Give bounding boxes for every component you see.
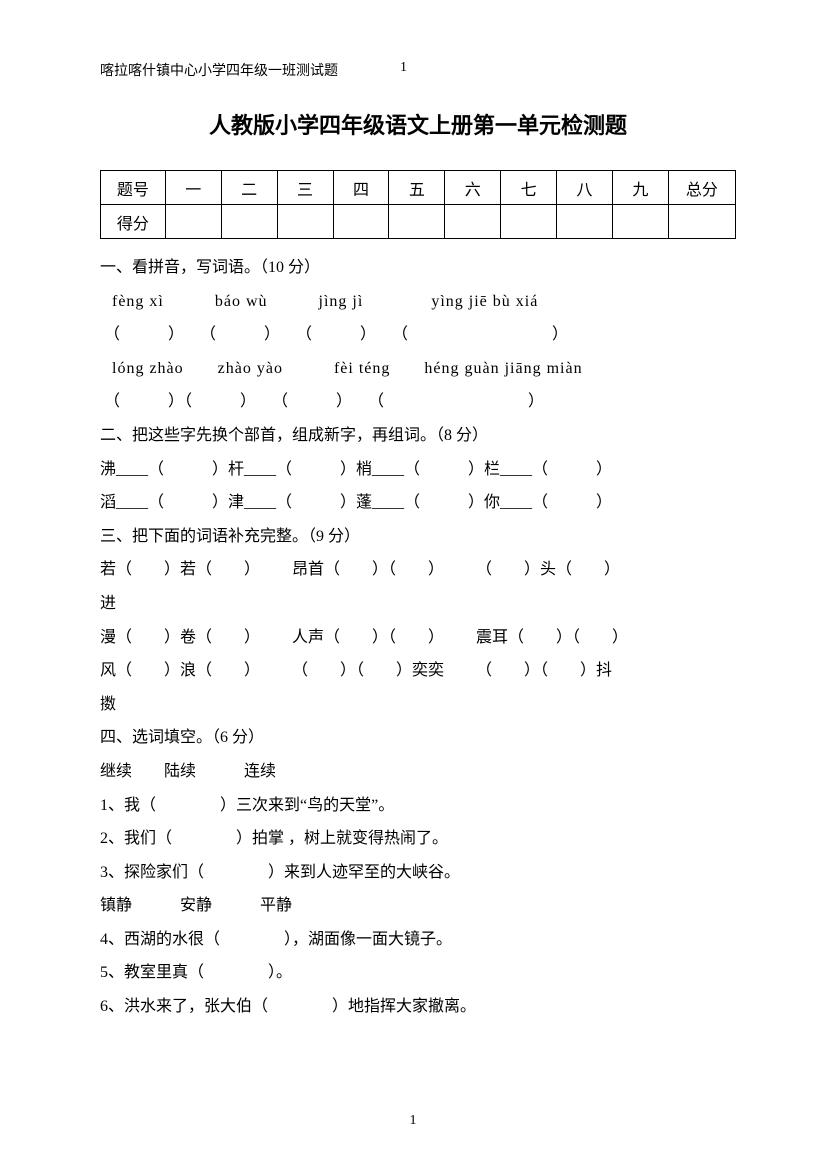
question-line: 3、探险家们（ ）来到人迹罕至的大峡谷。: [100, 856, 736, 890]
cell: 八: [557, 171, 613, 205]
cell-blank: [445, 205, 501, 239]
cell: 九: [612, 171, 668, 205]
header-page-number: 1: [400, 60, 407, 80]
word-bank: 镇静 安静 平静: [100, 889, 736, 923]
cell: 二: [221, 171, 277, 205]
question-line: 沸____（ ）杆____（ ）梢____（ ）栏____（ ）: [100, 453, 736, 487]
question-line: 6、洪水来了，张大伯（ ）地指挥大家撤离。: [100, 990, 736, 1024]
cell: 四: [333, 171, 389, 205]
section-heading: 一、看拼音，写词语。（10 分）: [100, 251, 736, 285]
cell-blank: [612, 205, 668, 239]
pinyin-line: fèng xì báo wù jìng jì yìng jiē bù xiá: [100, 285, 736, 319]
cell: 三: [277, 171, 333, 205]
question-line: 漫（ ）卷（ ） 人声（ ）（ ） 震耳（ ）（ ）: [100, 621, 736, 655]
question-line: 5、教室里真（ ）。: [100, 956, 736, 990]
cell-blank: [557, 205, 613, 239]
cell-blank: [389, 205, 445, 239]
cell-blank: [165, 205, 221, 239]
cell-blank: [668, 205, 735, 239]
cell-label: 题号: [101, 171, 166, 205]
cell: 六: [445, 171, 501, 205]
blank-line: （ ）（ ） （ ） （ ）: [100, 385, 736, 419]
question-line: 进: [100, 587, 736, 621]
cell: 一: [165, 171, 221, 205]
table-row: 得分: [101, 205, 736, 239]
cell-blank: [333, 205, 389, 239]
cell-blank: [221, 205, 277, 239]
pinyin-line: lóng zhào zhào yào fèi téng héng guàn ji…: [100, 352, 736, 386]
cell-label: 得分: [101, 205, 166, 239]
blank-line: （ ） （ ） （ ） （ ）: [100, 318, 736, 352]
cell-blank: [501, 205, 557, 239]
question-line: 2、我们（ ）拍掌 ，树上就变得热闹了。: [100, 822, 736, 856]
question-line: 擞: [100, 688, 736, 722]
word-bank: 继续 陆续 连续: [100, 755, 736, 789]
cell-blank: [277, 205, 333, 239]
footer-page-number: 1: [0, 1113, 826, 1129]
header-school: 喀拉喀什镇中心小学四年级一班测试题: [100, 60, 360, 80]
content-body: 一、看拼音，写词语。（10 分） fèng xì báo wù jìng jì …: [100, 251, 736, 1024]
page-header: 喀拉喀什镇中心小学四年级一班测试题 1: [100, 60, 736, 80]
question-line: 风（ ）浪（ ） （ ）（ ）奕奕 （ ）（ ）抖: [100, 654, 736, 688]
section-heading: 四、选词填空。（6 分）: [100, 721, 736, 755]
question-line: 滔____（ ）津____（ ）蓬____（ ）你____（ ）: [100, 486, 736, 520]
question-line: 若（ ）若（ ） 昂首（ ）（ ） （ ）头（ ）: [100, 553, 736, 587]
section-heading: 三、把下面的词语补充完整。（9 分）: [100, 520, 736, 554]
score-table: 题号 一 二 三 四 五 六 七 八 九 总分 得分: [100, 170, 736, 239]
cell: 五: [389, 171, 445, 205]
cell: 七: [501, 171, 557, 205]
section-heading: 二、把这些字先换个部首，组成新字，再组词。（8 分）: [100, 419, 736, 453]
cell-total: 总分: [668, 171, 735, 205]
table-row: 题号 一 二 三 四 五 六 七 八 九 总分: [101, 171, 736, 205]
document-title: 人教版小学四年级语文上册第一单元检测题: [100, 108, 736, 140]
question-line: 1、我（ ）三次来到“鸟的天堂”。: [100, 789, 736, 823]
question-line: 4、西湖的水很（ ），湖面像一面大镜子。: [100, 923, 736, 957]
